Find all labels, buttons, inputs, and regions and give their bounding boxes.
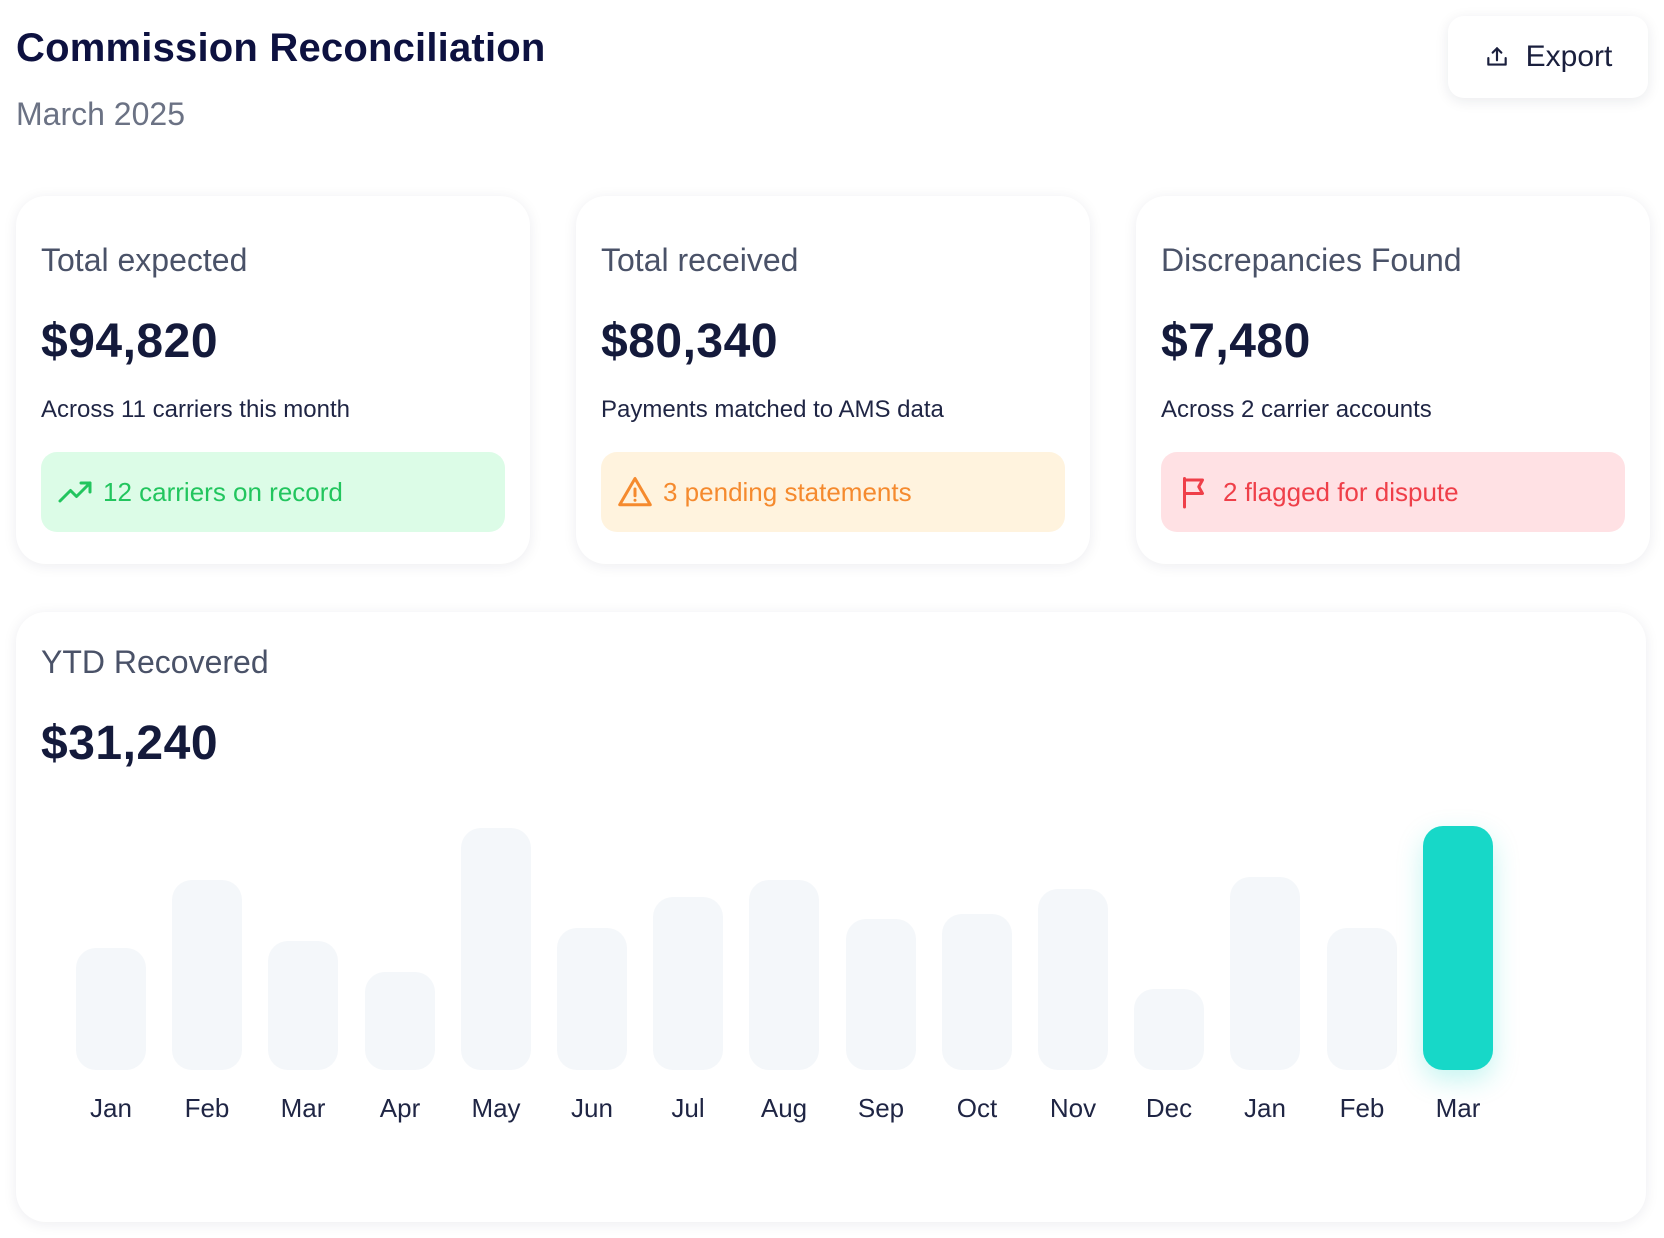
month-label: May: [471, 1093, 521, 1123]
month-label: Apr: [379, 1093, 421, 1123]
pending-badge: 3 pending statements: [601, 452, 1065, 532]
total-received-card: Total received $80,340 Payments matched …: [576, 196, 1090, 564]
export-label: Export: [1525, 40, 1613, 73]
bar-nov-10[interactable]: [1038, 889, 1108, 1070]
month-label: Mar: [280, 1093, 326, 1123]
warning-icon: [618, 477, 652, 507]
kpi-label: Discrepancies Found: [1161, 242, 1462, 278]
month-label: Jun: [571, 1093, 613, 1123]
bar-oct-9[interactable]: [942, 914, 1012, 1070]
month-label: Jul: [671, 1093, 705, 1123]
trending-up-icon: [58, 481, 92, 503]
export-button[interactable]: Export: [1448, 16, 1648, 98]
kpi-label: Total expected: [41, 242, 248, 278]
bar-jan-0[interactable]: [76, 948, 146, 1070]
badge-text: 2 flagged for dispute: [1223, 476, 1459, 507]
kpi-description: Across 2 carrier accounts: [1161, 396, 1432, 423]
month-label: Oct: [956, 1093, 998, 1123]
chart-label: YTD Recovered: [41, 644, 269, 680]
ytd-recovered-card: YTD Recovered $31,240 Jan Feb Mar Apr May Jun…: [16, 612, 1646, 1222]
month-label: Feb: [184, 1093, 230, 1123]
page-subtitle: March 2025: [16, 96, 185, 132]
bar-aug-7[interactable]: [749, 880, 819, 1070]
bar-feb-1[interactable]: [172, 880, 242, 1070]
month-label: Jan: [90, 1093, 132, 1123]
page-title: Commission Reconciliation: [16, 26, 546, 70]
chart-value: $31,240: [41, 717, 219, 770]
badge-text: 12 carriers on record: [103, 476, 343, 507]
page-header: Commission Reconciliation March 2025: [16, 22, 546, 134]
flag-icon: [1183, 477, 1204, 509]
dispute-badge: 2 flagged for dispute: [1161, 452, 1625, 532]
upload-icon: [1486, 47, 1507, 66]
bar-jan-12[interactable]: [1230, 877, 1300, 1070]
bar-feb-13[interactable]: [1327, 928, 1397, 1070]
bar-jul-6[interactable]: [653, 897, 723, 1070]
discrepancies-card: Discrepancies Found $7,480 Across 2 carr…: [1136, 196, 1650, 564]
monthly-bar-chart: Jan Feb Mar Apr May Jun Jul Aug Sep Oct Nov Dec Jan F…: [16, 612, 1646, 1222]
month-label: Aug: [760, 1093, 808, 1123]
bar-may-4[interactable]: [461, 828, 531, 1070]
kpi-label: Total received: [601, 242, 799, 278]
kpi-description: Across 11 carriers this month: [41, 396, 350, 423]
bar-apr-3[interactable]: [365, 972, 435, 1070]
month-label: Mar: [1435, 1093, 1481, 1123]
kpi-value: $80,340: [601, 315, 779, 368]
bar-sep-8[interactable]: [846, 919, 916, 1070]
bar-dec-11[interactable]: [1134, 989, 1204, 1070]
month-label: Jan: [1244, 1093, 1286, 1123]
bar-mar-14[interactable]: [1423, 826, 1493, 1070]
badge-text: 3 pending statements: [663, 476, 912, 507]
month-label: Sep: [857, 1093, 905, 1123]
bar-mar-2[interactable]: [268, 941, 338, 1070]
kpi-value: $94,820: [41, 315, 219, 368]
carriers-badge: 12 carriers on record: [41, 452, 505, 532]
kpi-description: Payments matched to AMS data: [601, 396, 944, 423]
bar-jun-5[interactable]: [557, 928, 627, 1070]
total-expected-card: Total expected $94,820 Across 11 carrier…: [16, 196, 530, 564]
month-label: Feb: [1339, 1093, 1385, 1123]
month-label: Dec: [1145, 1093, 1193, 1123]
kpi-value: $7,480: [1161, 315, 1311, 368]
month-label: Nov: [1049, 1093, 1097, 1123]
